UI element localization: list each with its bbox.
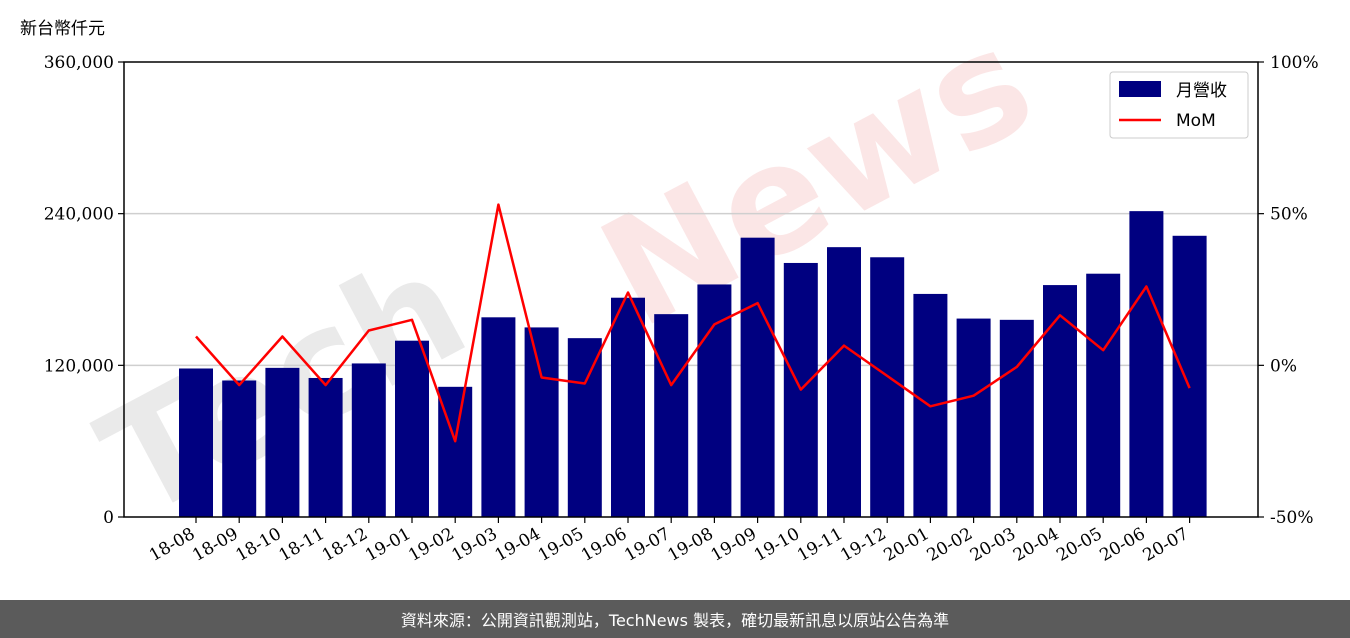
bar bbox=[1086, 273, 1121, 517]
x-tick-label: 20-07 bbox=[1140, 524, 1192, 566]
legend-label-line: MoM bbox=[1176, 111, 1216, 131]
x-tick-label: 20-03 bbox=[967, 524, 1019, 566]
x-tick-label: 18-10 bbox=[232, 524, 284, 566]
y-left-tick-label: 120,000 bbox=[44, 356, 114, 376]
x-tick-label: 20-04 bbox=[1010, 524, 1062, 566]
bar bbox=[827, 247, 861, 517]
x-tick-label: 19-09 bbox=[708, 524, 760, 566]
x-tick-label: 19-04 bbox=[492, 524, 544, 566]
y-right-tick-label: 100% bbox=[1270, 53, 1319, 73]
bar bbox=[524, 327, 559, 517]
bar-series bbox=[179, 211, 1207, 518]
bar bbox=[481, 317, 516, 517]
legend: 月營收 MoM bbox=[1109, 71, 1249, 139]
y-right-tick-label: 0% bbox=[1270, 356, 1297, 376]
x-tick-label: 19-02 bbox=[405, 524, 457, 566]
x-tick-label: 19-07 bbox=[621, 524, 673, 566]
bar bbox=[1129, 211, 1164, 517]
bar bbox=[179, 368, 213, 517]
bar bbox=[956, 318, 991, 517]
x-tick-label: 18-11 bbox=[276, 524, 328, 566]
bar bbox=[265, 367, 300, 517]
bar bbox=[308, 377, 343, 517]
line-series bbox=[195, 203, 1191, 443]
x-tick-label: 20-02 bbox=[924, 524, 976, 566]
bar bbox=[395, 340, 429, 517]
x-tick-label: 20-01 bbox=[880, 524, 932, 566]
bar bbox=[740, 237, 775, 518]
x-tick-label: 19-08 bbox=[664, 524, 716, 566]
y-left-tick-label: 360,000 bbox=[44, 53, 114, 73]
bar bbox=[222, 380, 257, 517]
x-tick-label: 19-03 bbox=[448, 524, 500, 566]
bar bbox=[351, 363, 386, 517]
bar bbox=[870, 257, 905, 517]
legend-label-bar: 月營收 bbox=[1176, 81, 1227, 101]
bar bbox=[999, 319, 1034, 517]
y-right-tick-label: 50% bbox=[1270, 205, 1308, 225]
x-tick-label: 19-01 bbox=[362, 524, 414, 566]
x-tick-label: 19-06 bbox=[578, 524, 630, 566]
bar bbox=[1043, 285, 1077, 517]
x-tick-label: 20-06 bbox=[1096, 524, 1148, 566]
y-right-tick-label: -50% bbox=[1270, 508, 1314, 528]
bar bbox=[567, 338, 602, 517]
mom-line bbox=[195, 203, 1191, 443]
x-tick-label: 18-12 bbox=[319, 524, 371, 566]
y-left-tick-label: 240,000 bbox=[44, 205, 114, 225]
x-tick-label: 19-12 bbox=[837, 524, 889, 566]
y-left-tick-label: 0 bbox=[103, 508, 114, 528]
legend-swatch-bar bbox=[1119, 81, 1161, 97]
chart: Tech News 0120,000240,000360,000-50%0%50… bbox=[20, 0, 1319, 566]
y-axis-unit-label: 新台幣仟元 bbox=[20, 19, 105, 39]
bar bbox=[654, 314, 689, 517]
x-tick-label: 19-11 bbox=[794, 524, 846, 566]
x-tick-label: 19-10 bbox=[751, 524, 803, 566]
source-footer: 資料來源：公開資訊觀測站，TechNews 製表，確切最新訊息以原站公告為準 bbox=[0, 600, 1350, 638]
x-tick-label: 20-05 bbox=[1053, 524, 1105, 566]
x-tick-label: 19-05 bbox=[535, 524, 587, 566]
plot-frame bbox=[123, 61, 1259, 518]
bar bbox=[611, 297, 645, 517]
footer-text: 資料來源：公開資訊觀測站，TechNews 製表，確切最新訊息以原站公告為準 bbox=[400, 611, 950, 630]
bar bbox=[1172, 235, 1207, 517]
